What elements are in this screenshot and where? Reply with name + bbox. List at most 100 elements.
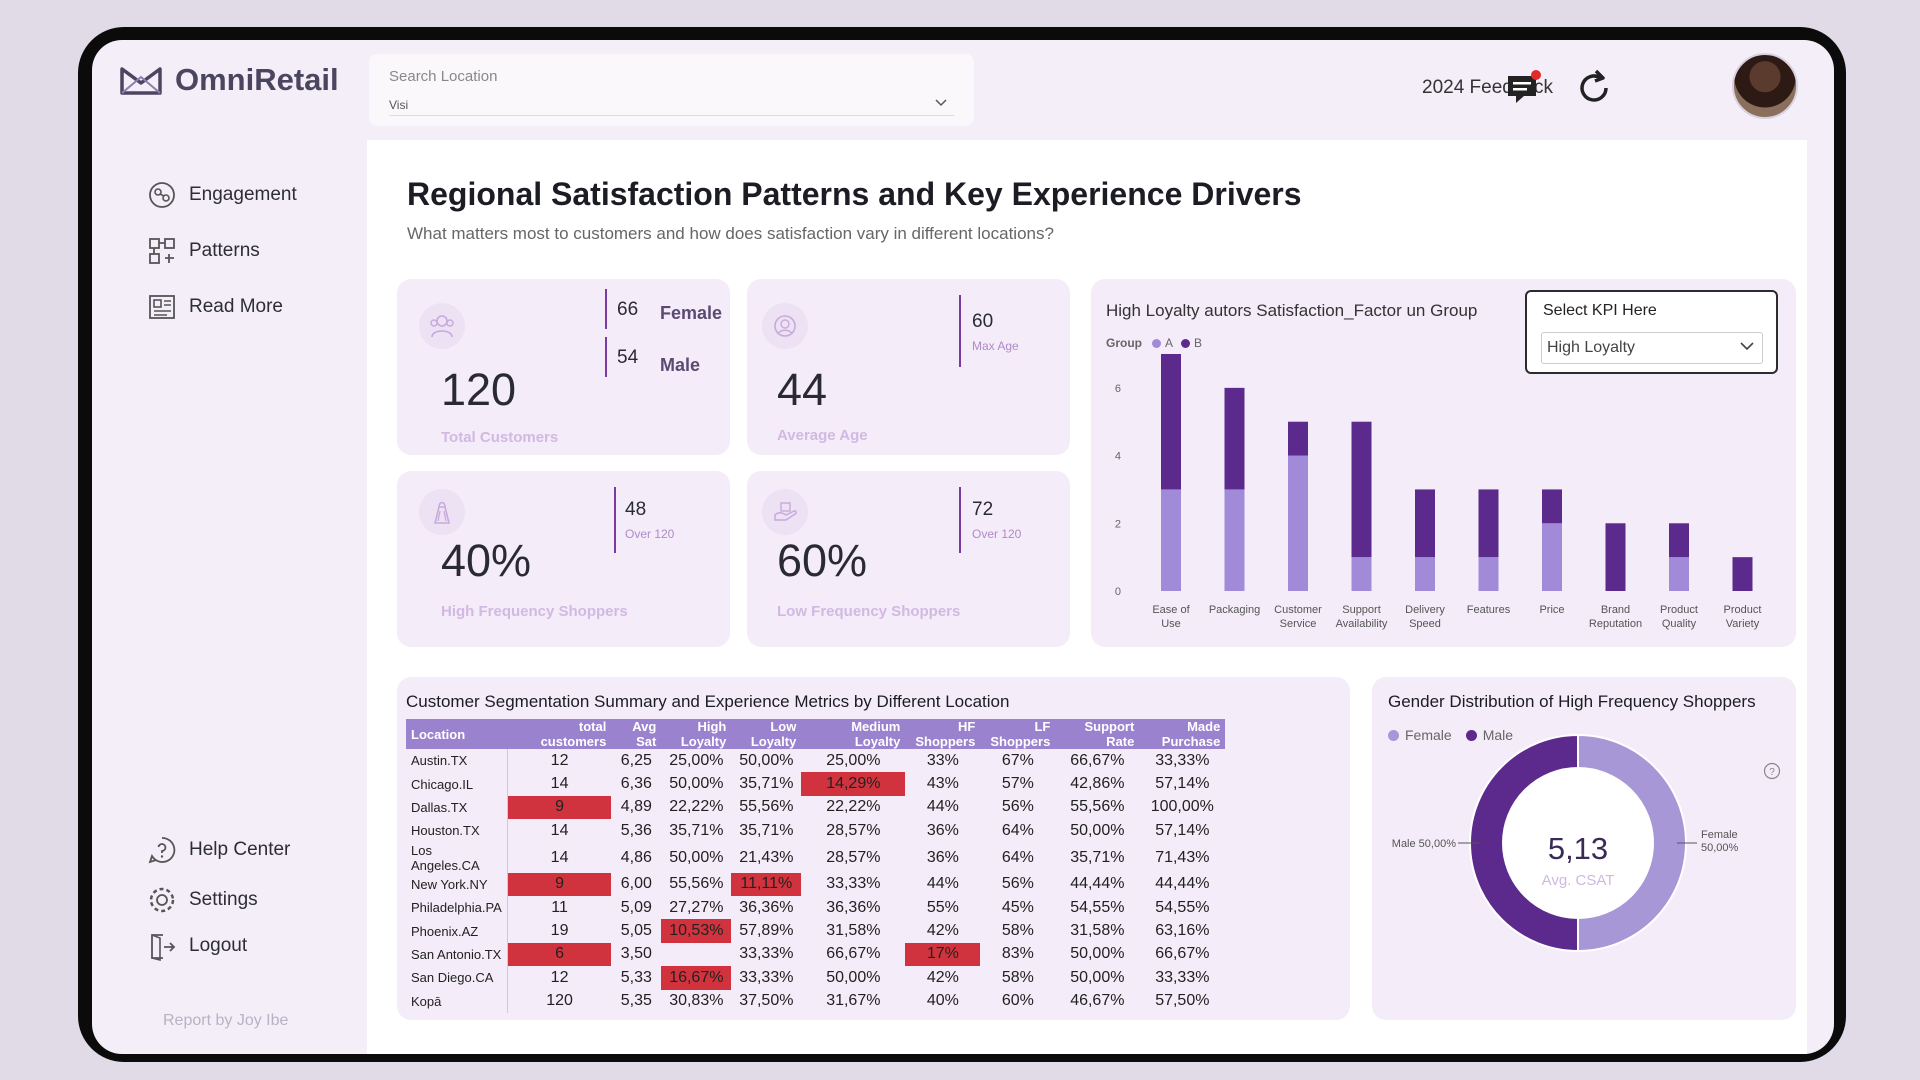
metric-cell: 100,00% <box>1150 798 1214 816</box>
metric-cell: 56% <box>1001 798 1034 816</box>
metric-cell: 71,43% <box>1155 848 1210 866</box>
metric-cell: 66,67% <box>826 945 881 963</box>
column-header[interactable]: Avg Sat <box>611 719 662 749</box>
chat-notification-icon <box>1508 70 1541 103</box>
table-row: Houston.TX 14 5,36 35,71% 35,71% 28,57% 36% 64%… <box>406 819 1225 843</box>
high-frequency-sub: Over 120 <box>625 527 675 541</box>
column-header[interactable]: Made Purchase <box>1139 719 1226 749</box>
column-header[interactable]: High Loyalty <box>661 719 732 749</box>
metric-cell: 12 <box>550 751 569 769</box>
help-circle-icon[interactable]: ? <box>1763 762 1781 780</box>
female-slice-value: 50,00% <box>1701 842 1739 854</box>
location-dropdown[interactable]: Visi <box>389 94 954 116</box>
chat-button[interactable] <box>1502 66 1546 110</box>
column-header[interactable]: Low Loyalty <box>731 719 802 749</box>
metric-cell: 28,57% <box>826 821 881 839</box>
sidebar-item-label: Patterns <box>189 240 260 261</box>
metric-cell: 36% <box>926 848 959 866</box>
metric-cell: 19 <box>550 922 569 940</box>
metric-cell: 37,50% <box>739 992 794 1010</box>
bar-segment-a[interactable] <box>1478 557 1499 591</box>
total-customers-value: 120 <box>441 364 517 415</box>
column-header[interactable]: HF Shoppers <box>905 719 981 749</box>
male-count: 54 <box>617 347 639 368</box>
female-label: Female <box>660 303 723 323</box>
kpi-card-high-frequency: 48 Over 120 40% High Frequency Shoppers <box>397 471 730 647</box>
metric-cell: 64% <box>1001 821 1034 839</box>
metric-cell: 10,53% <box>661 919 732 943</box>
metric-cell: 67% <box>1001 751 1034 769</box>
location-cell: Dallas.TX <box>406 795 508 820</box>
help-icon <box>148 837 176 864</box>
kpi-selector: Select KPI Here High Loyalty <box>1525 290 1778 374</box>
bar-segment-a[interactable] <box>1351 557 1372 591</box>
table-body: Austin.TX 12 6,25 25,00% 50,00% 25,00% 33% 67% 6… <box>406 749 1225 1013</box>
brand-name: OmniRetail <box>175 62 339 97</box>
refresh-button[interactable] <box>1572 66 1616 110</box>
table-row: San Diego.CA 12 5,33 16,67% 33,33% 50,00% 42% 5… <box>406 966 1225 990</box>
bar-segment-b[interactable] <box>1415 489 1435 558</box>
bar-segment-a[interactable] <box>1415 557 1435 591</box>
sidebar-item-patterns[interactable]: Patterns <box>147 236 260 266</box>
kpi-dropdown[interactable]: High Loyalty <box>1541 332 1763 364</box>
bar-segment-b[interactable] <box>1605 523 1626 591</box>
female-slice-label: Female <box>1701 829 1738 841</box>
bar-segment-b[interactable] <box>1669 523 1689 558</box>
read-more-icon <box>149 295 175 319</box>
metric-cell: 30,83% <box>669 992 724 1010</box>
column-header[interactable]: total customers <box>507 719 612 749</box>
search-location[interactable]: Search Location Visi <box>369 54 974 126</box>
x-tick-label: Use <box>1161 618 1181 630</box>
page-title: Regional Satisfaction Patterns and Key E… <box>407 176 1302 212</box>
age-icon <box>762 303 808 349</box>
column-header[interactable]: LF Shoppers <box>980 719 1056 749</box>
metric-cell: 50,00% <box>1070 821 1125 839</box>
metric-cell: 35,71% <box>739 821 794 839</box>
gender-donut-chart: 5,13 Avg. CSAT Male 50,00% Female 50,00% <box>1392 733 1739 953</box>
page-subtitle: What matters most to customers and how d… <box>407 224 1054 243</box>
sidebar-item-settings[interactable]: Settings <box>147 885 258 915</box>
bar-segment-b[interactable] <box>1224 387 1245 490</box>
metric-cell: 57,14% <box>1155 775 1210 793</box>
sidebar-item-read-more[interactable]: Read More <box>147 292 283 322</box>
x-tick-label: Variety <box>1726 618 1760 630</box>
metric-cell: 56% <box>1001 875 1034 893</box>
bar-segment-b[interactable] <box>1288 421 1308 456</box>
metric-cell: 50,00% <box>669 848 724 866</box>
bar-segment-b[interactable] <box>1542 489 1562 524</box>
sidebar-item-logout[interactable]: Logout <box>147 931 247 961</box>
donut-center-value: 5,13 <box>1548 831 1608 866</box>
metric-cell: 57,14% <box>1155 821 1210 839</box>
metric-cell: 36,36% <box>739 898 794 916</box>
metric-cell: 6,36 <box>620 775 652 793</box>
bar-segment-a[interactable] <box>1161 489 1181 591</box>
x-tick-label: Speed <box>1409 618 1441 630</box>
bar-segment-a[interactable] <box>1669 557 1689 591</box>
column-header[interactable]: Medium Loyalty <box>801 719 906 749</box>
segmentation-table-card: Customer Segmentation Summary and Experi… <box>397 677 1350 1020</box>
bar-segment-a[interactable] <box>1224 489 1245 591</box>
metric-cell: 54,55% <box>1070 898 1125 916</box>
column-header[interactable]: Location <box>406 719 508 749</box>
bar-segment-a[interactable] <box>1288 455 1308 591</box>
metric-cell: 22,22% <box>669 798 724 816</box>
low-frequency-sub: Over 120 <box>972 527 1022 541</box>
sidebar-item-engagement[interactable]: Engagement <box>147 180 297 210</box>
bar-segment-b[interactable] <box>1732 557 1753 591</box>
metric-cell: 50,00% <box>826 968 881 986</box>
logout-icon <box>151 934 176 961</box>
bar-segment-b[interactable] <box>1161 354 1181 490</box>
sidebar-item-help-center[interactable]: Help Center <box>147 835 290 865</box>
bar-segment-b[interactable] <box>1478 489 1499 558</box>
top-bar: OmniRetail Search Location Visi 2024 Fee… <box>92 40 1834 140</box>
bar-segment-b[interactable] <box>1351 421 1372 558</box>
sidebar-item-label: Settings <box>189 889 258 910</box>
user-avatar[interactable] <box>1732 53 1798 119</box>
column-header[interactable]: Support Rate <box>1055 719 1140 749</box>
metric-cell: 9 <box>507 872 612 896</box>
metric-cell: 5,09 <box>620 898 652 916</box>
bar-segment-a[interactable] <box>1542 523 1562 591</box>
low-frequency-count: 72 <box>972 499 994 520</box>
location-cell: San Diego.CA <box>406 966 508 990</box>
max-age-value: 60 <box>972 311 994 332</box>
